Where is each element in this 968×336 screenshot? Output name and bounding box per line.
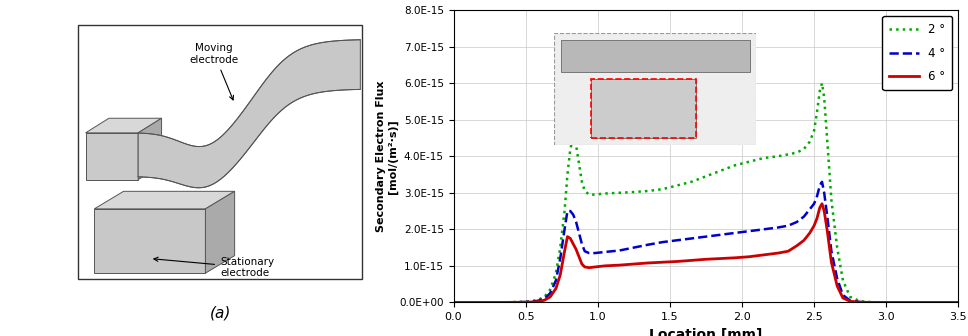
- FancyBboxPatch shape: [78, 25, 362, 279]
- Polygon shape: [94, 191, 234, 209]
- Text: Moving
electrode: Moving electrode: [190, 43, 239, 100]
- Line: 2 °: 2 °: [453, 83, 958, 302]
- Line: 4 °: 4 °: [453, 182, 958, 302]
- 6 °: [584, 266, 595, 270]
- 6 °: [909, 300, 921, 304]
- 4 °: [584, 251, 595, 255]
- 4 °: [953, 300, 964, 304]
- 6 °: [953, 300, 964, 304]
- 4 °: [816, 180, 828, 184]
- 4 °: [579, 249, 590, 253]
- Polygon shape: [85, 133, 138, 180]
- Polygon shape: [205, 191, 234, 273]
- Text: (a): (a): [209, 305, 230, 320]
- 4 °: [799, 214, 810, 218]
- Legend: 2 °, 4 °, 6 °: 2 °, 4 °, 6 °: [882, 16, 953, 90]
- 2 °: [909, 300, 921, 304]
- 4 °: [567, 213, 579, 217]
- 2 °: [953, 300, 964, 304]
- 6 °: [579, 265, 590, 269]
- 6 °: [567, 242, 579, 246]
- Polygon shape: [85, 118, 162, 133]
- 2 °: [447, 300, 459, 304]
- 4 °: [909, 300, 921, 304]
- 6 °: [447, 300, 459, 304]
- Polygon shape: [94, 209, 205, 273]
- 6 °: [816, 202, 828, 206]
- 2 °: [567, 136, 579, 140]
- 2 °: [799, 147, 810, 151]
- Polygon shape: [138, 118, 162, 180]
- 2 °: [811, 110, 823, 114]
- Text: Stationary
electrode: Stationary electrode: [154, 256, 274, 278]
- 2 °: [579, 189, 590, 193]
- 6 °: [811, 216, 823, 220]
- Line: 6 °: 6 °: [453, 204, 958, 302]
- 4 °: [447, 300, 459, 304]
- 4 °: [811, 195, 823, 199]
- 6 °: [799, 238, 810, 242]
- Polygon shape: [138, 40, 360, 188]
- Y-axis label: Secondary Electron Flux
[mol/(m²·s)]: Secondary Electron Flux [mol/(m²·s)]: [376, 81, 398, 232]
- 2 °: [816, 81, 828, 85]
- 2 °: [584, 193, 595, 197]
- X-axis label: Location [mm]: Location [mm]: [650, 328, 763, 336]
